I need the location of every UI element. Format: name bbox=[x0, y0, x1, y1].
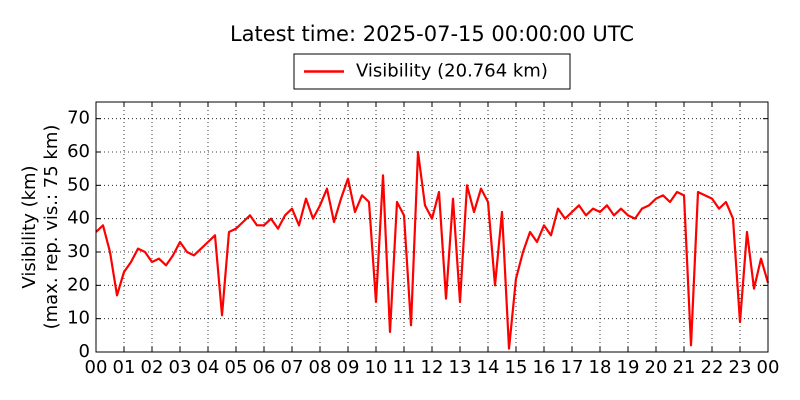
legend-label: Visibility (20.764 km) bbox=[356, 61, 548, 82]
y-tick-label: 20 bbox=[67, 274, 90, 295]
x-tick-label: 05 bbox=[225, 357, 248, 378]
x-tick-label: 00 bbox=[757, 357, 780, 378]
y-axis-label: Visibility (km) bbox=[19, 165, 40, 288]
y-tick-label: 50 bbox=[67, 174, 90, 195]
y-tick-label: 40 bbox=[67, 208, 90, 229]
x-tick-label: 20 bbox=[645, 357, 668, 378]
x-tick-label: 23 bbox=[729, 357, 752, 378]
x-tick-label: 15 bbox=[505, 357, 528, 378]
y-tick-label: 30 bbox=[67, 241, 90, 262]
y-tick-label: 0 bbox=[79, 341, 90, 362]
x-tick-label: 17 bbox=[561, 357, 584, 378]
x-tick-label: 03 bbox=[169, 357, 192, 378]
x-tick-label: 13 bbox=[449, 357, 472, 378]
x-tick-label: 07 bbox=[281, 357, 304, 378]
plot-frame bbox=[95, 101, 769, 353]
x-tick-label: 12 bbox=[421, 357, 444, 378]
x-tick-label: 11 bbox=[393, 357, 416, 378]
y-tick-label: 60 bbox=[67, 141, 90, 162]
x-tick-label: 18 bbox=[589, 357, 612, 378]
x-tick-label: 01 bbox=[113, 357, 136, 378]
x-tick-label: 09 bbox=[337, 357, 360, 378]
x-tick-label: 08 bbox=[309, 357, 332, 378]
x-tick-label: 02 bbox=[141, 357, 164, 378]
x-tick-label: 04 bbox=[197, 357, 220, 378]
x-tick-label: 22 bbox=[701, 357, 724, 378]
chart-title: Latest time: 2025-07-15 00:00:00 UTC bbox=[230, 22, 634, 46]
x-tick-label: 10 bbox=[365, 357, 388, 378]
x-tick-label: 16 bbox=[533, 357, 556, 378]
y-tick-label: 70 bbox=[67, 108, 90, 129]
x-tick-label: 00 bbox=[85, 357, 108, 378]
y-axis-label: (max. rep. vis.: 75 km) bbox=[41, 125, 62, 330]
x-tick-label: 21 bbox=[673, 357, 696, 378]
x-tick-label: 14 bbox=[477, 357, 500, 378]
series-line bbox=[95, 150, 770, 350]
x-tick-label: 19 bbox=[617, 357, 640, 378]
y-tick-label: 10 bbox=[67, 308, 90, 329]
x-tick-label: 06 bbox=[253, 357, 276, 378]
